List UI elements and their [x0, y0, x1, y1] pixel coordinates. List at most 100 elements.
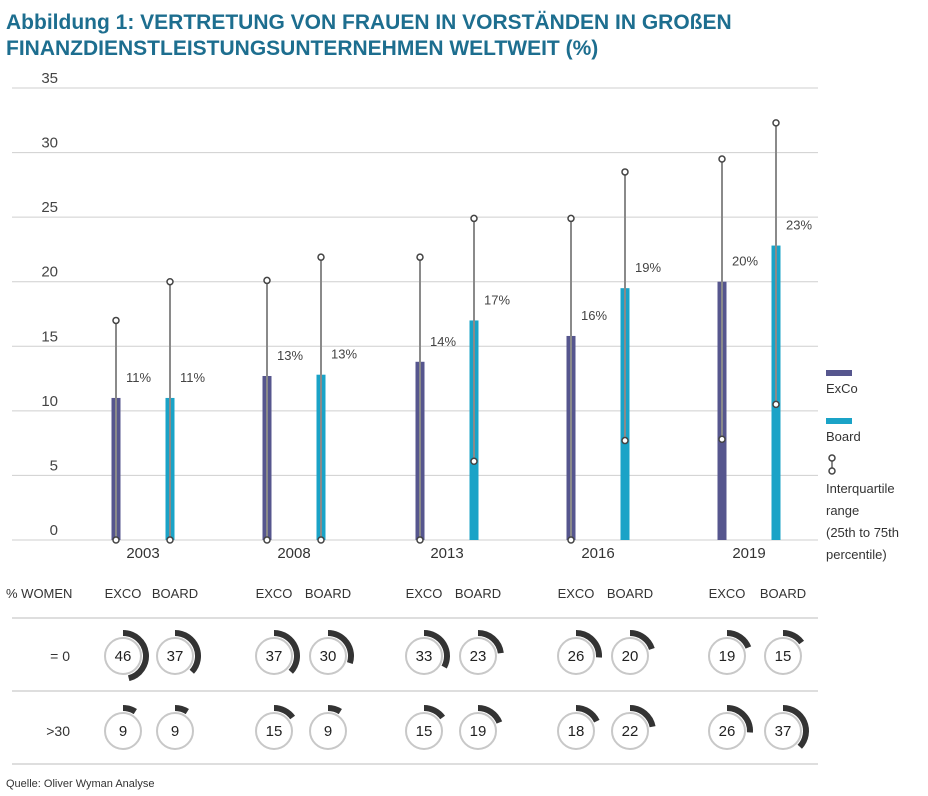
value-label: 33	[416, 648, 433, 665]
value-label: 15	[775, 648, 792, 665]
data-label: 20%	[732, 254, 758, 269]
value-arc	[726, 705, 753, 733]
column-header-exco: EXCO	[256, 586, 293, 601]
value-arc	[726, 630, 752, 649]
range-high-marker	[772, 119, 780, 127]
value-arc	[273, 630, 300, 674]
legend-board-label: Board	[826, 429, 861, 444]
data-label: 13%	[331, 347, 357, 362]
value-ring	[459, 712, 497, 750]
legend-range-label: (25th to 75th	[826, 525, 899, 540]
value-ring	[708, 712, 746, 750]
legend-range-label: range	[826, 503, 859, 518]
range-low-marker	[718, 435, 726, 444]
title-line-1: Abbildung 1: VERTRETUNG VON FRAUEN IN VO…	[6, 11, 732, 34]
column-header-exco: EXCO	[105, 586, 142, 601]
legend-board-swatch	[826, 418, 852, 424]
data-label: 17%	[484, 292, 510, 307]
range-high-marker	[317, 253, 325, 261]
value-label: 26	[568, 648, 585, 665]
value-label: 37	[266, 648, 283, 665]
range-low-marker	[416, 536, 424, 544]
data-label: 11%	[126, 370, 151, 385]
value-arc	[174, 705, 189, 715]
data-label: 16%	[581, 308, 607, 323]
value-label: 23	[470, 648, 487, 665]
column-header-exco: EXCO	[406, 586, 443, 601]
value-arc	[327, 630, 354, 665]
value-ring	[255, 712, 293, 750]
column-header-board: BOARD	[760, 586, 806, 601]
y-tick-label: 10	[41, 393, 58, 410]
range-high-marker	[567, 214, 575, 223]
value-label: 37	[167, 648, 184, 665]
value-ring	[309, 637, 347, 675]
range-low-marker	[772, 400, 780, 409]
value-arc	[423, 630, 450, 669]
column-header-board: BOARD	[305, 586, 351, 601]
value-ring	[156, 712, 194, 750]
chart-title: Abbildung 1: VERTRETUNG VON FRAUEN IN VO…	[6, 10, 906, 62]
column-header-exco: EXCO	[558, 586, 595, 601]
legend-range-label: Interquartile	[826, 481, 895, 496]
range-low-marker	[470, 457, 478, 465]
value-arc	[122, 705, 137, 715]
value-ring	[459, 637, 497, 675]
value-label: 9	[119, 723, 127, 740]
x-tick-label: 2013	[430, 545, 463, 562]
column-header-board: BOARD	[455, 586, 501, 601]
legend-exco-label: ExCo	[826, 381, 858, 396]
value-arc	[423, 705, 446, 720]
value-label: 19	[719, 648, 736, 665]
range-high-marker	[621, 168, 629, 176]
value-label: 9	[171, 723, 179, 740]
value-arc	[174, 630, 201, 674]
value-ring	[405, 712, 443, 750]
value-arc	[629, 630, 655, 651]
range-high-marker	[263, 276, 271, 285]
x-tick-label: 2003	[126, 545, 159, 562]
value-label: 30	[320, 648, 337, 665]
value-ring	[764, 637, 802, 675]
table-header-label: % WOMEN	[6, 586, 72, 601]
data-label: 11%	[180, 370, 205, 385]
row-label: >30	[46, 723, 70, 739]
legend-range-marker	[828, 454, 836, 462]
column-header-board: BOARD	[607, 586, 653, 601]
value-ring	[708, 637, 746, 675]
value-arc	[575, 705, 600, 723]
value-label: 18	[568, 723, 585, 740]
value-arc	[575, 630, 602, 658]
range-high-marker	[718, 155, 726, 163]
value-ring	[255, 637, 293, 675]
value-ring	[104, 712, 142, 750]
x-tick-label: 2016	[581, 545, 614, 562]
value-label: 20	[622, 648, 639, 665]
range-low-marker	[166, 536, 174, 544]
value-arc	[327, 705, 342, 715]
value-label: 15	[266, 723, 283, 740]
value-ring	[156, 637, 194, 675]
y-tick-label: 15	[41, 328, 58, 345]
value-ring	[309, 712, 347, 750]
value-label: 9	[324, 723, 332, 740]
legend-exco-swatch	[826, 370, 852, 376]
y-tick-label: 35	[41, 70, 58, 87]
value-arc	[629, 705, 656, 728]
data-label: 19%	[635, 260, 661, 275]
value-arc	[273, 705, 296, 720]
x-tick-label: 2019	[732, 545, 765, 562]
value-ring	[611, 637, 649, 675]
value-arc	[782, 705, 809, 749]
value-label: 22	[622, 723, 639, 740]
range-high-marker	[416, 253, 424, 261]
value-ring	[764, 712, 802, 750]
source-note: Quelle: Oliver Wyman Analyse	[6, 778, 155, 790]
y-tick-label: 25	[41, 199, 58, 216]
value-arc	[122, 630, 149, 682]
range-high-marker	[112, 316, 120, 325]
legend-range-marker	[828, 467, 836, 475]
value-ring	[611, 712, 649, 750]
title-line-2: FINANZDIENSTLEISTUNGSUNTERNEHMEN WELTWEI…	[6, 37, 599, 60]
